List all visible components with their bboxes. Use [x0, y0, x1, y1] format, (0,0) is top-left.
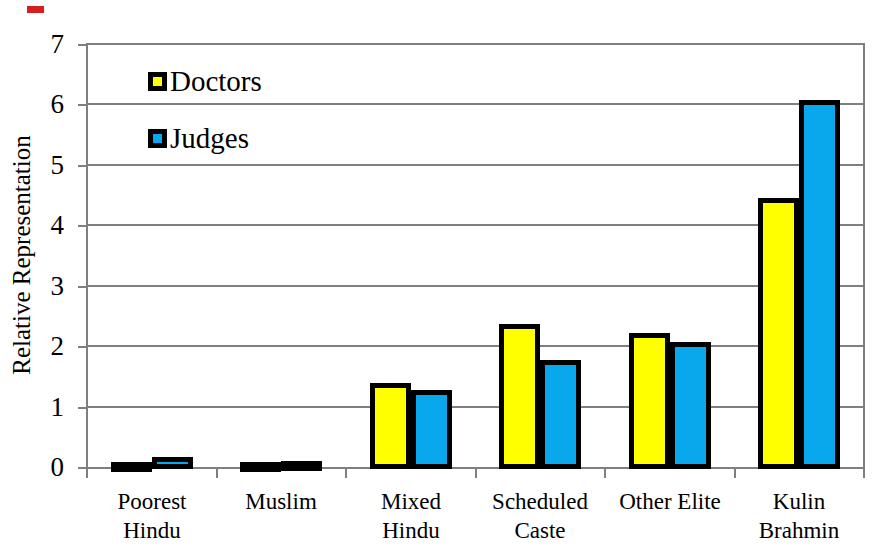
y-tick-label: 1 [2, 392, 64, 422]
gridline [87, 345, 864, 347]
x-tick [345, 467, 347, 478]
y-tick [78, 165, 86, 167]
y-tick-label: 2 [2, 331, 64, 361]
x-axis-label-kulin-brahmin: KulinBrahmin [726, 487, 872, 545]
bar-doctors-scheduled-caste [499, 324, 540, 469]
legend: Doctors Judges [148, 62, 262, 176]
bar-judges-scheduled-caste [540, 360, 581, 469]
bar-doctors-kulin-brahmin [758, 198, 799, 469]
bar-doctors-muslim [240, 462, 281, 472]
y-tick-label: 0 [2, 452, 64, 482]
x-axis-label-line: Muslim [208, 487, 354, 516]
x-axis-label-line: Scheduled [467, 487, 613, 516]
gridline [87, 43, 864, 45]
bar-chart: Relative Representation Doctors Judges 0… [0, 0, 880, 558]
x-axis-label-line: Caste [467, 516, 613, 545]
x-axis-label-line: Hindu [338, 516, 484, 545]
y-tick [78, 225, 86, 227]
x-tick [863, 467, 865, 478]
y-tick-label: 4 [2, 210, 64, 240]
legend-label-doctors: Doctors [170, 62, 262, 100]
gridline [87, 285, 864, 287]
x-tick [475, 467, 477, 478]
x-axis-label-scheduled-caste: ScheduledCaste [467, 487, 613, 545]
bar-judges-poorest-hindu [152, 457, 193, 469]
y-axis-line [86, 43, 88, 469]
legend-label-judges: Judges [170, 119, 249, 157]
gridline [87, 406, 864, 408]
y-tick [78, 286, 86, 288]
y-tick [78, 44, 86, 46]
y-tick [78, 104, 86, 106]
x-axis-label-other-elite: Other Elite [597, 487, 743, 516]
x-axis-label-line: Other Elite [597, 487, 743, 516]
bar-doctors-mixed-hindu [370, 383, 411, 469]
x-axis-label-line: Hindu [79, 516, 225, 545]
plot-right-border [863, 43, 865, 469]
bar-doctors-other-elite [629, 333, 670, 469]
gridline [87, 164, 864, 166]
bar-judges-muslim [281, 461, 322, 471]
bar-judges-mixed-hindu [411, 390, 452, 469]
x-axis-label-line: Poorest [79, 487, 225, 516]
red-dash-mark [27, 6, 44, 13]
doctors-swatch-icon [148, 72, 167, 91]
legend-item-doctors: Doctors [148, 62, 262, 100]
x-tick [734, 467, 736, 478]
x-axis-label-line: Kulin [726, 487, 872, 516]
y-tick [78, 467, 86, 469]
x-axis-label-poorest-hindu: PoorestHindu [79, 487, 225, 545]
x-tick [216, 467, 218, 478]
bar-judges-other-elite [670, 342, 711, 469]
x-axis-label-line: Brahmin [726, 516, 872, 545]
bar-judges-kulin-brahmin [799, 100, 840, 469]
x-tick [604, 467, 606, 478]
y-tick [78, 346, 86, 348]
y-tick-label: 7 [2, 29, 64, 59]
judges-swatch-icon [148, 129, 167, 148]
y-tick-label: 3 [2, 271, 64, 301]
gridline [87, 103, 864, 105]
y-tick-label: 5 [2, 150, 64, 180]
x-axis-label-mixed-hindu: MixedHindu [338, 487, 484, 545]
x-axis-label-line: Mixed [338, 487, 484, 516]
gridline [87, 224, 864, 226]
y-tick-label: 6 [2, 89, 64, 119]
x-axis-label-muslim: Muslim [208, 487, 354, 516]
legend-item-judges: Judges [148, 119, 262, 157]
bar-doctors-poorest-hindu [111, 462, 152, 472]
y-tick [78, 407, 86, 409]
x-tick [86, 467, 88, 478]
